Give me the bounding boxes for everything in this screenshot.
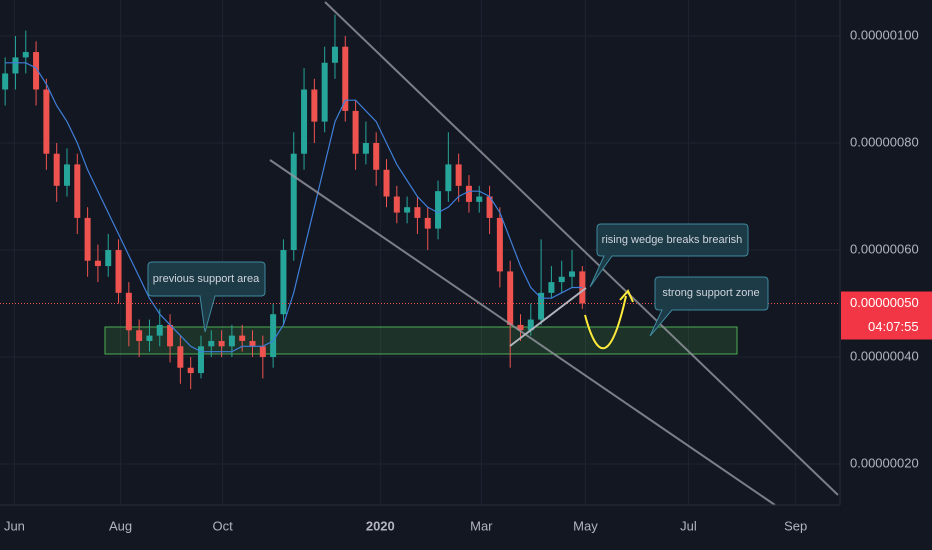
candle-body [218,340,225,347]
price-label: 0.00000050 [850,295,919,310]
candle-body [507,271,514,325]
candle-body [177,346,184,368]
candle-body [342,46,349,111]
x-tick-label: Jul [680,518,697,533]
candle-body [167,324,174,347]
y-tick-label: 0.00000020 [850,455,919,470]
candle-body [373,143,380,170]
y-tick-label: 0.00000080 [850,134,919,149]
y-tick-label: 0.00000040 [850,348,919,363]
candle-body [125,292,132,331]
x-tick-label: Sep [784,518,807,533]
x-tick-label: 2020 [366,518,395,533]
candle-body [156,324,163,336]
candle-body [259,346,266,358]
x-tick-label: Oct [213,518,234,533]
candle-body [548,282,555,293]
candle-body [383,169,390,197]
candle-body [476,196,483,202]
candle-body [352,110,359,154]
candle-body [538,292,545,320]
candle-body [22,52,29,58]
x-tick-label: Mar [470,518,493,533]
candle-body [136,330,143,341]
callout [589,223,749,288]
candle-body [12,57,19,74]
grid [0,0,840,505]
candle-body [486,196,493,218]
callout [147,261,266,333]
projection-curve [584,295,627,350]
callout-text: previous support area [153,273,260,285]
candle-body [249,340,256,347]
countdown: 04:07:55 [868,319,919,334]
candle-body [404,207,411,213]
support-zone [104,326,738,355]
projection-arrow [619,289,634,303]
trend-line [324,1,839,496]
candle-body [63,164,70,186]
candle-body [43,89,50,154]
candle-body [527,319,534,331]
candle-body [84,217,91,261]
candle-body [445,164,452,192]
candle-body [146,335,153,341]
candle-body [424,217,431,229]
candle-body [569,271,576,277]
candle-body [393,196,400,213]
y-tick-label: 0.00000060 [850,241,919,256]
candle-body [331,46,338,63]
x-tick-label: May [573,518,598,533]
candle-body [414,207,421,218]
candle-body [74,164,81,218]
candle-body [115,250,122,293]
candle-body [455,164,462,186]
x-tick-label: Aug [109,518,132,533]
moving-average [5,62,583,353]
candle-body [579,271,586,304]
x-tick-label: Jun [4,518,25,533]
candle-body [105,250,112,267]
candle-body [239,335,246,341]
callout-text: strong support zone [662,287,759,299]
candle-body [228,335,235,347]
trend-line [269,159,776,506]
candle-body [558,276,565,283]
candle-body [435,191,442,229]
candle-body [197,346,204,374]
candle-body [33,52,40,90]
candle-body [465,185,472,202]
y-tick-label: 0.00000100 [850,27,919,42]
candle-body [2,73,9,90]
candle-body [53,153,60,186]
callout [649,276,769,337]
candle-body [290,153,297,251]
callout-text: rising wedge breaks brearish [602,234,743,246]
candle-body [94,260,101,267]
axes: 0.00000100 0.00000080 0.00000060 0.00000040… [4,27,932,533]
candle-body [496,217,503,272]
candle-body [311,89,318,122]
wedge-line [509,287,587,347]
candle-body [280,250,287,315]
candle-body [362,143,369,154]
candle-body [187,367,194,374]
candle-body [517,324,524,331]
price-label-box [841,291,932,340]
candle-body [208,340,215,347]
candle-body [270,314,277,358]
candle-body [321,62,328,122]
candle-body [301,89,308,154]
